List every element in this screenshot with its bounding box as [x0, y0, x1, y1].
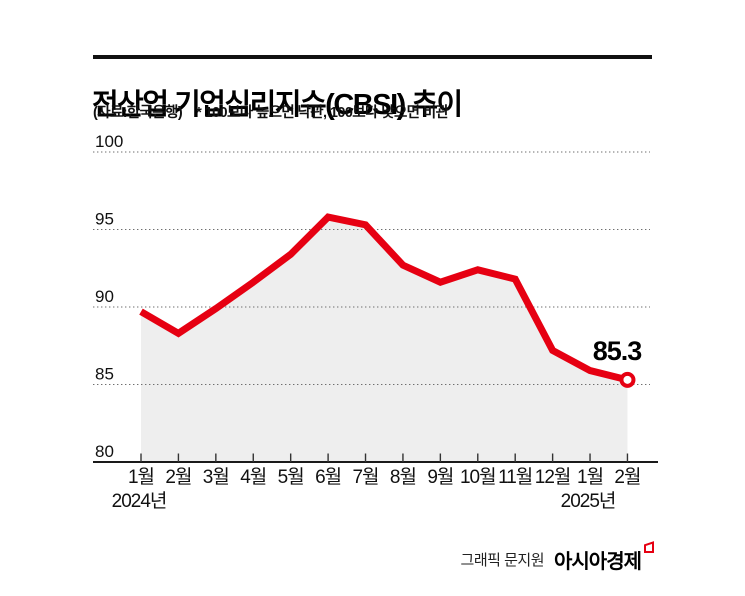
month-label: 4월	[240, 466, 266, 488]
month-label: 7월	[352, 466, 378, 488]
month-label: 10월	[460, 466, 496, 488]
end-point-marker	[619, 371, 636, 388]
brand-wordmark: 아시아경제	[554, 540, 655, 574]
y-axis-label: 90	[95, 287, 114, 306]
month-label: 8월	[390, 466, 416, 488]
chart-title: 전산업 기업심리지수(CBSI) 추이	[92, 89, 463, 122]
footer: 그래픽 문지원 아시아경제	[460, 540, 655, 573]
legend-note: * 100보다 높으면 낙관, 100보다 낮으면 비관	[196, 105, 449, 121]
series-line	[139, 213, 629, 384]
month-label: 5월	[278, 466, 304, 488]
year-label: 2025년	[561, 490, 616, 512]
month-label: 3월	[203, 466, 229, 488]
month-label: 2월	[614, 466, 640, 488]
month-label: 2월	[165, 466, 191, 488]
header-rule	[93, 55, 652, 59]
year-label: 2024년	[112, 490, 167, 512]
month-label: 9월	[427, 466, 453, 488]
month-label: 1월	[577, 466, 603, 488]
line-chart: 100 95 90 85 80 1월 2월 3월 4월 5월 6월 7월 8월 9월 10월 11월 12월 1월…	[93, 132, 658, 512]
month-label: 11월	[498, 466, 532, 488]
asiae-logo-icon	[644, 540, 654, 553]
y-axis-label: 85	[95, 365, 114, 384]
y-axis-label: 100	[95, 132, 123, 151]
month-label: 1월	[128, 466, 154, 488]
month-label: 12월	[535, 466, 571, 488]
chart-source-note: (자료:한국은행) * 100보다 높으면 낙관, 100보다 낮으면 비관	[93, 101, 713, 122]
y-axis-label: 80	[95, 442, 114, 461]
month-label: 6월	[315, 466, 341, 488]
series-area	[141, 217, 628, 462]
source-label: (자료:한국은행)	[93, 105, 183, 121]
y-axis-label: 95	[95, 210, 114, 229]
graphic-credit: 그래픽 문지원	[460, 551, 545, 569]
last-value-label: 85.3	[592, 336, 643, 366]
brand-name: 아시아경제	[554, 550, 642, 573]
